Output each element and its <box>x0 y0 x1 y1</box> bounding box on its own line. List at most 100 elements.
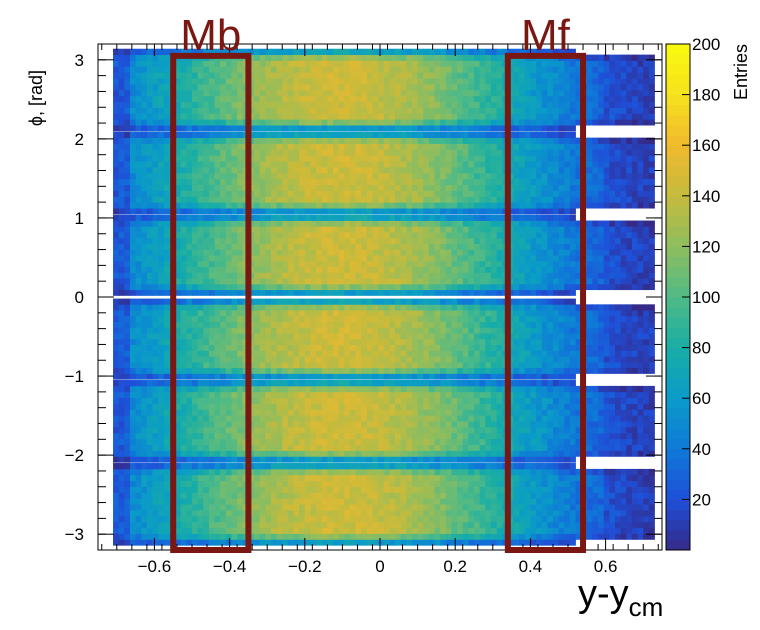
heatmap-cell <box>129 283 136 291</box>
heatmap-cell <box>163 321 170 328</box>
heatmap-cell <box>530 272 537 279</box>
heatmap-cell <box>631 344 638 351</box>
heatmap-cell <box>180 289 187 296</box>
heatmap-cell <box>163 338 170 346</box>
heatmap-cell <box>163 397 170 404</box>
heatmap-cell <box>524 397 531 404</box>
heatmap-cell <box>490 310 497 317</box>
heatmap-cell <box>598 232 605 239</box>
heatmap-cell <box>366 367 373 374</box>
heatmap-cell <box>496 480 503 487</box>
heatmap-cell <box>383 474 390 482</box>
heatmap-cell <box>248 272 255 279</box>
heatmap-cell <box>321 432 328 440</box>
heatmap-cell <box>186 515 193 523</box>
heatmap-cell <box>141 444 148 451</box>
heatmap-cell <box>321 397 328 404</box>
heatmap-cell <box>338 421 345 428</box>
heatmap-cell <box>541 492 548 499</box>
heatmap-cell <box>631 367 638 374</box>
heatmap-cell <box>333 432 340 440</box>
heatmap-cell <box>259 385 266 393</box>
heatmap-cell <box>316 380 323 387</box>
heatmap-cell <box>192 415 199 422</box>
heatmap-cell <box>180 243 187 250</box>
heatmap-cell <box>231 289 238 296</box>
heatmap-cell <box>406 380 413 387</box>
heatmap-cell <box>395 283 402 291</box>
heatmap-cell <box>220 255 227 262</box>
heatmap-cell <box>513 310 520 317</box>
heatmap-cell <box>637 391 644 399</box>
heatmap-cell <box>372 321 379 328</box>
heatmap-cell <box>423 498 430 505</box>
heatmap-cell <box>434 237 441 244</box>
heatmap-cell <box>474 289 481 296</box>
heatmap-cell <box>214 249 221 256</box>
heatmap-cell <box>445 249 452 256</box>
heatmap-cell <box>400 510 407 517</box>
heatmap-cell <box>158 444 165 451</box>
heatmap-cell <box>321 510 328 517</box>
heatmap-cell <box>400 492 407 499</box>
heatmap-cell <box>214 310 221 317</box>
heatmap-cell <box>270 427 277 434</box>
heatmap-cell <box>113 266 120 273</box>
heatmap-cell <box>552 486 559 493</box>
heatmap-cell <box>146 533 153 540</box>
heatmap-cell <box>378 338 385 346</box>
heatmap-cell <box>620 310 627 317</box>
heatmap-cell <box>113 333 120 340</box>
heatmap-cell <box>338 350 345 357</box>
heatmap-cell <box>310 304 317 311</box>
heatmap-cell <box>615 385 622 393</box>
heatmap-cell <box>603 266 610 273</box>
heatmap-cell <box>129 515 136 523</box>
heatmap-cell <box>395 533 402 540</box>
heatmap-cell <box>327 373 334 380</box>
heatmap-cell <box>248 298 255 305</box>
heatmap-cell <box>231 498 238 505</box>
heatmap-cell <box>411 521 418 529</box>
heatmap-cell <box>383 304 390 311</box>
heatmap-cell <box>146 266 153 273</box>
heatmap-cell <box>383 361 390 369</box>
heatmap-cell <box>631 498 638 505</box>
heatmap-cell <box>113 226 120 233</box>
heatmap-cell <box>598 327 605 334</box>
heatmap-cell <box>457 533 464 540</box>
heatmap-cell <box>349 338 356 346</box>
heatmap-cell <box>333 373 340 380</box>
heatmap-cell <box>524 403 531 410</box>
heatmap-cell <box>237 237 244 244</box>
heatmap-cell <box>569 361 576 369</box>
heatmap-cell <box>406 444 413 451</box>
heatmap-cell <box>457 237 464 244</box>
heatmap-cell <box>513 278 520 285</box>
heatmap-cell <box>304 266 311 273</box>
heatmap-cell <box>519 373 526 380</box>
heatmap-cell <box>124 438 131 446</box>
heatmap-cell <box>485 438 492 446</box>
heatmap-cell <box>220 504 227 511</box>
heatmap-cell <box>400 367 407 374</box>
heatmap-cell <box>474 533 481 540</box>
heatmap-cell <box>135 527 142 534</box>
heatmap-cell <box>552 539 559 546</box>
heatmap-cell <box>609 278 616 285</box>
heatmap-cell <box>270 350 277 357</box>
heatmap-cell <box>378 409 385 416</box>
heatmap-cell <box>389 421 396 428</box>
heatmap-cell <box>338 450 345 457</box>
heatmap-cell <box>146 391 153 399</box>
heatmap-cell <box>248 409 255 416</box>
heatmap-cell <box>479 232 486 239</box>
heatmap-cell <box>490 409 497 416</box>
heatmap-cell <box>451 283 458 291</box>
heatmap-cell <box>203 409 210 416</box>
heatmap-cell <box>462 327 469 334</box>
heatmap-cell <box>423 237 430 244</box>
heatmap-cell <box>485 480 492 487</box>
heatmap-cell <box>248 527 255 534</box>
heatmap-cell <box>490 350 497 357</box>
